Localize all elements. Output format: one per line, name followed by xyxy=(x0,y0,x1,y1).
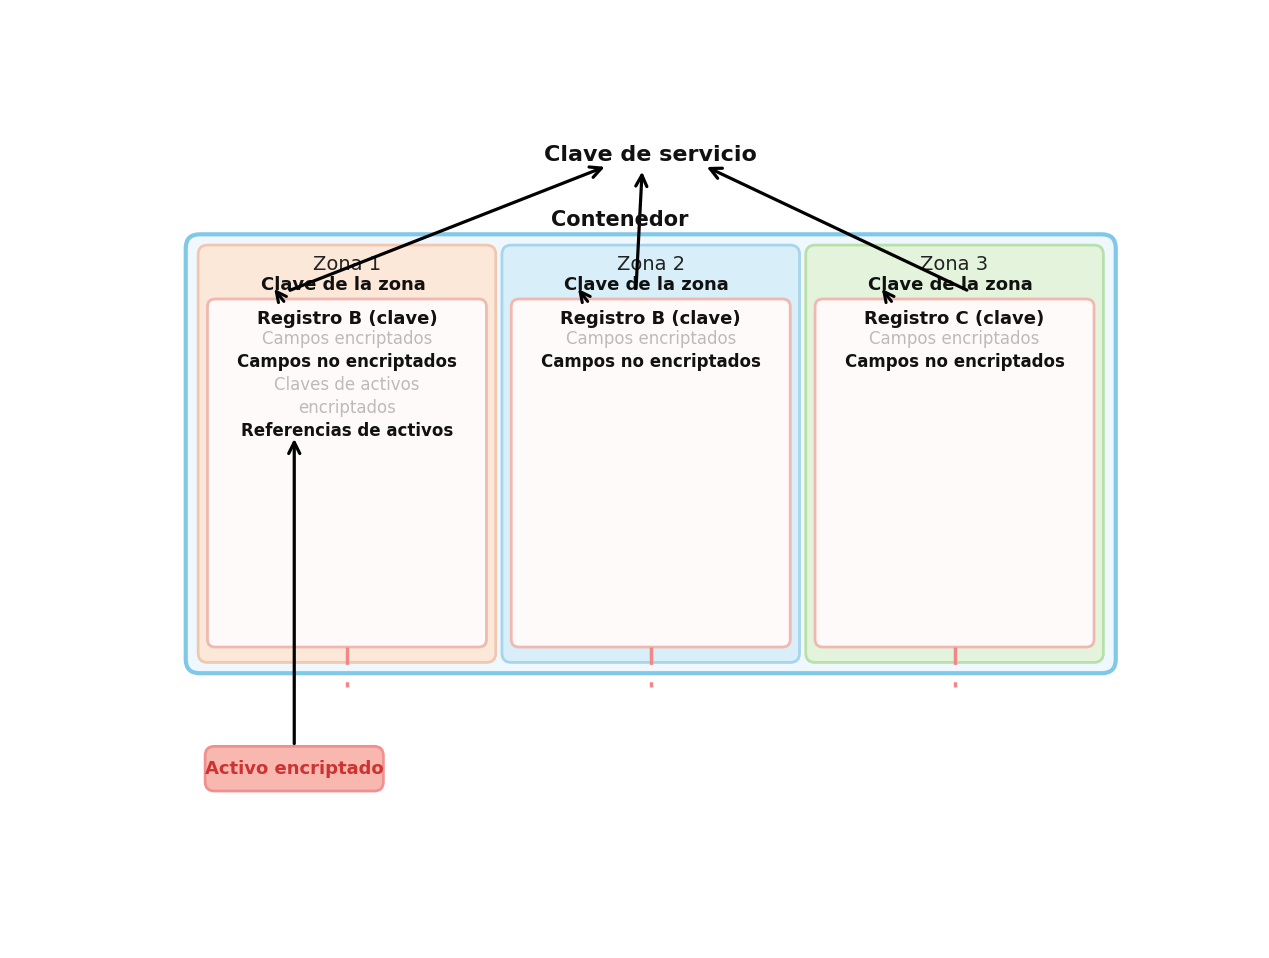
Text: Campos encriptados: Campos encriptados xyxy=(261,330,433,348)
FancyBboxPatch shape xyxy=(206,746,383,791)
Text: Zona 2: Zona 2 xyxy=(617,255,685,274)
FancyBboxPatch shape xyxy=(207,299,486,647)
FancyBboxPatch shape xyxy=(185,235,1115,673)
Text: Registro C (clave): Registro C (clave) xyxy=(864,310,1044,328)
Text: encriptados: encriptados xyxy=(298,399,396,418)
Text: Clave de la zona: Clave de la zona xyxy=(565,276,730,294)
Text: Registro B (clave): Registro B (clave) xyxy=(256,310,438,328)
Text: Zona 1: Zona 1 xyxy=(313,255,381,274)
Text: Registro B (clave): Registro B (clave) xyxy=(561,310,741,328)
Text: Referencias de activos: Referencias de activos xyxy=(241,422,453,441)
Text: Activo encriptado: Activo encriptado xyxy=(204,760,383,778)
Text: Clave de la zona: Clave de la zona xyxy=(868,276,1033,294)
FancyBboxPatch shape xyxy=(815,299,1094,647)
Text: Campos no encriptados: Campos no encriptados xyxy=(845,354,1065,371)
Text: Campos encriptados: Campos encriptados xyxy=(566,330,736,348)
Text: Campos no encriptados: Campos no encriptados xyxy=(541,354,760,371)
Text: Clave de la zona: Clave de la zona xyxy=(260,276,425,294)
FancyBboxPatch shape xyxy=(806,245,1103,662)
Text: Clave de servicio: Clave de servicio xyxy=(543,145,756,165)
Text: Zona 3: Zona 3 xyxy=(920,255,989,274)
Text: Campos no encriptados: Campos no encriptados xyxy=(237,354,457,371)
FancyBboxPatch shape xyxy=(503,245,799,662)
Text: Contenedor: Contenedor xyxy=(551,210,689,230)
FancyBboxPatch shape xyxy=(511,299,791,647)
Text: Campos encriptados: Campos encriptados xyxy=(869,330,1039,348)
FancyBboxPatch shape xyxy=(198,245,496,662)
Text: Claves de activos: Claves de activos xyxy=(274,376,420,395)
